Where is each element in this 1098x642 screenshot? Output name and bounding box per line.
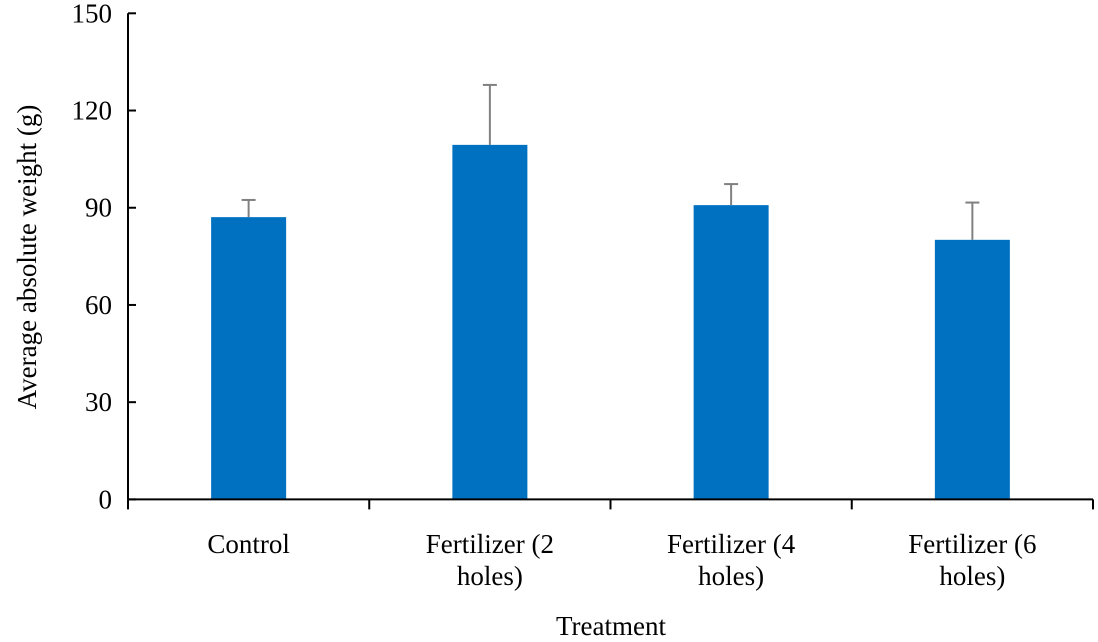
y-tick-label: 120 xyxy=(72,96,113,126)
y-axis-label: Average absolute weight (g) xyxy=(12,105,42,410)
y-tick-label: 150 xyxy=(72,0,113,28)
bar xyxy=(934,239,1010,500)
y-tick-label: 30 xyxy=(85,387,112,417)
bar xyxy=(452,144,528,500)
y-tick-label: 0 xyxy=(99,484,113,514)
x-tick-label: Fertilizer (2 xyxy=(426,529,554,559)
x-tick-label: Fertilizer (4 xyxy=(667,529,796,559)
bar xyxy=(693,205,769,500)
x-axis-label: Treatment xyxy=(556,611,666,641)
y-tick-label: 90 xyxy=(85,193,112,223)
y-tick-label: 60 xyxy=(85,290,112,320)
x-tick-label: holes) xyxy=(939,561,1005,591)
bar xyxy=(211,217,287,500)
x-tick-label: Control xyxy=(207,529,290,559)
x-tick-label: holes) xyxy=(457,561,523,591)
x-tick-label: holes) xyxy=(698,561,764,591)
x-tick-label: Fertilizer (6 xyxy=(908,529,1036,559)
